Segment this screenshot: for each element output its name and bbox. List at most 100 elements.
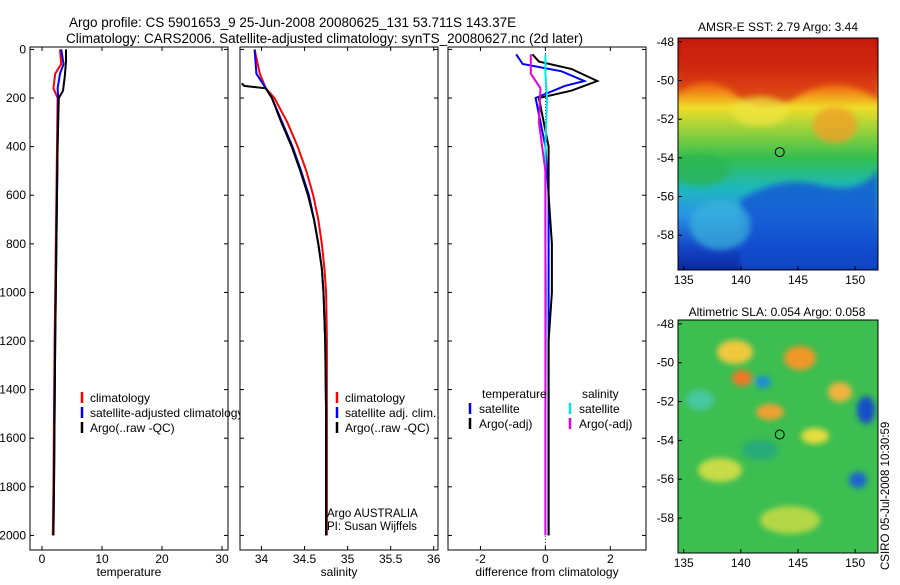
temperature-xtick-label: 10: [95, 552, 109, 566]
sla-low-1: [755, 376, 771, 388]
sst-lon-label: 145: [788, 273, 808, 287]
salinity-xtick-label: 35: [341, 552, 355, 566]
sst-lat-label: -58: [657, 228, 675, 242]
sst-lon-label: 140: [731, 273, 751, 287]
sla-lat-label: -48: [657, 317, 675, 331]
sla-lon-label: 140: [731, 556, 751, 570]
difference-xtick-label: 0: [542, 552, 549, 566]
salinity-legend-label: satellite adj. clim.: [345, 406, 436, 420]
difference-xtick-label: 2: [607, 552, 614, 566]
depth-tick-label: 200: [6, 91, 26, 105]
diff-legend-salinity-title: salinity: [582, 387, 619, 401]
depth-tick-label: 800: [6, 237, 26, 251]
diff-legend-label: Argo(-adj): [579, 417, 632, 431]
sst-map-frame: [677, 37, 879, 271]
sst-cold-front: [740, 170, 878, 270]
difference-xtick-label: -2: [475, 552, 486, 566]
salinity-xlabel: salinity: [321, 565, 358, 579]
depth-tick-label: 600: [6, 188, 26, 202]
diff-legend-label: satellite: [579, 402, 620, 416]
difference-plot-frame: [447, 46, 647, 551]
sla-map-title: Altimetric SLA: 0.054 Argo: 0.058: [689, 305, 866, 319]
sla-lon-label: 150: [845, 556, 865, 570]
sla-high-7: [698, 458, 742, 482]
difference-series-line: [529, 54, 547, 536]
salinity-xtick-label: 36: [427, 552, 441, 566]
temperature-legend-label: climatology: [90, 391, 150, 405]
sla-lon-label: 135: [674, 556, 694, 570]
salinity-annotation: PI: Susan Wijffels: [327, 521, 417, 533]
salinity-annotation: Argo AUSTRALIA: [327, 508, 418, 520]
sla-lat-label: -50: [657, 356, 675, 370]
salinity-legend-label: Argo(..raw -QC): [345, 421, 430, 435]
sst-lat-label: -50: [657, 74, 675, 88]
sla-map-frame: [677, 319, 879, 554]
salinity-series-line: [241, 82, 328, 536]
temperature-chart: 0 10 20 30 temperature 0 200 400 600 800 1000 1200 1…: [0, 42, 243, 579]
diff-legend-temperature-title: temperature: [482, 387, 547, 401]
sla-lat-label: -56: [657, 472, 675, 486]
sst-lon-label: 150: [845, 273, 865, 287]
sst-green-patch: [678, 154, 730, 186]
sla-lat-label: -58: [657, 511, 675, 525]
figure-title-line1: Argo profile: CS 5901653_9 25-Jun-2008 2…: [69, 15, 516, 30]
salinity-series-group: [241, 49, 328, 536]
sla-high-6: [801, 428, 829, 444]
temperature-legend-label: Argo(..raw -QC): [90, 421, 175, 435]
sst-lat-label: -56: [657, 190, 675, 204]
sla-map: Altimetric SLA: 0.054 Argo: 0.058 135 140…: [657, 305, 879, 570]
sla-lon-label: 145: [788, 556, 808, 570]
float-position-circle-icon: [774, 147, 785, 158]
sst-lon-label: 135: [674, 273, 694, 287]
sla-high-4: [828, 382, 852, 402]
sst-map-title: AMSR-E SST: 2.79 Argo: 3.44: [698, 20, 858, 34]
depth-tick-label: 1000: [0, 285, 26, 299]
salinity-xtick-label: 34.5: [293, 552, 317, 566]
sla-high-3: [732, 370, 752, 386]
sst-map: AMSR-E SST: 2.79 Argo: 3.44 135 140 145 150…: [657, 20, 879, 287]
sla-high-5: [756, 404, 784, 420]
diff-legend-label: satellite: [479, 402, 520, 416]
depth-tick-label: 0: [19, 42, 26, 56]
depth-tick-label: 2000: [0, 528, 26, 542]
sla-lat-label: -52: [657, 395, 675, 409]
temperature-xtick-label: 0: [39, 552, 46, 566]
sst-warm-tongue: [678, 38, 878, 107]
salinity-xtick-label: 34: [255, 552, 269, 566]
depth-tick-label: 1200: [0, 334, 26, 348]
sst-yellow-patch: [732, 98, 788, 126]
depth-tick-label: 400: [6, 140, 26, 154]
footer-vertical: CSIRO 05-Jul-2008 10:30:59: [880, 422, 892, 570]
temperature-series-group: [51, 49, 67, 536]
depth-tick-label: 1800: [0, 480, 26, 494]
temperature-legend-label: satellite-adjusted climatology: [90, 406, 243, 420]
temperature-xtick-label: 30: [215, 552, 229, 566]
sla-high-2: [784, 346, 816, 370]
depth-tick-label: 1400: [0, 383, 26, 397]
sst-lat-label: -52: [657, 112, 675, 126]
sla-low-3: [849, 472, 867, 488]
sla-high-8: [760, 506, 820, 534]
salinity-xtick-label: 35.5: [379, 552, 403, 566]
difference-xlabel: difference from climatology: [475, 565, 618, 579]
difference-series-line: [531, 53, 600, 536]
sla-high-1: [717, 340, 753, 364]
salinity-chart: 34 34.5 35 35.5 36 salinity climatologysatelli…: [239, 46, 441, 579]
sla-low-4: [686, 390, 714, 410]
sst-lat-label: -48: [657, 35, 675, 49]
difference-series-group: [515, 53, 600, 536]
salinity-legend-label: climatology: [345, 391, 405, 405]
salinity-plot-frame: [239, 46, 439, 551]
sla-lat-label: -54: [657, 433, 675, 447]
temperature-xlabel: temperature: [97, 565, 162, 579]
sst-warm-eddy: [813, 107, 857, 143]
figure-title-line2: Climatology: CARS2006. Satellite-adjuste…: [66, 31, 583, 46]
temperature-xtick-label: 20: [155, 552, 169, 566]
sst-cold-patch: [690, 200, 750, 250]
diff-legend-label: Argo(-adj): [479, 417, 532, 431]
sla-low-5: [742, 440, 778, 460]
sst-lat-label: -54: [657, 151, 675, 165]
temperature-series-line: [52, 49, 67, 536]
depth-tick-label: 1600: [0, 431, 26, 445]
